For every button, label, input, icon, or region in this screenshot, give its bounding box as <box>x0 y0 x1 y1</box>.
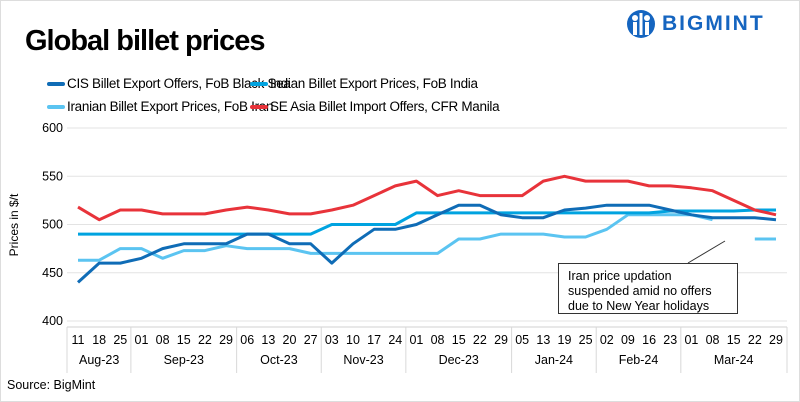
x-tick-label: 08 <box>431 333 445 347</box>
bigmint-logo-icon <box>627 10 655 38</box>
series-line-2 <box>78 213 776 262</box>
x-tick-label: 25 <box>579 333 593 347</box>
legend-swatch <box>47 104 65 109</box>
x-tick-label: 01 <box>684 333 698 347</box>
x-tick-label: 10 <box>346 333 360 347</box>
x-tick-label: 23 <box>663 333 677 347</box>
month-label: Aug-23 <box>79 353 119 367</box>
month-label: Oct-23 <box>260 353 298 367</box>
legend-item-india: Indian Billet Export Prices, FoB India <box>250 76 478 91</box>
month-label: Sep-23 <box>164 353 204 367</box>
x-tick-label: 22 <box>748 333 762 347</box>
y-tick-label: 550 <box>42 169 63 183</box>
source-note: Source: BigMint <box>7 378 96 392</box>
annotation-leader-line <box>687 240 726 264</box>
month-label: Feb-24 <box>619 353 659 367</box>
y-axis-label: Prices in $/t <box>7 193 21 256</box>
x-tick-label: 19 <box>558 333 572 347</box>
legend-label: Iranian Billet Export Prices, FoB Iran <box>67 99 274 114</box>
x-tick-label: 08 <box>706 333 720 347</box>
x-tick-label: 09 <box>621 333 635 347</box>
x-tick-label: 18 <box>92 333 106 347</box>
x-tick-label: 15 <box>177 333 191 347</box>
x-tick-label: 27 <box>304 333 318 347</box>
x-tick-label: 03 <box>325 333 339 347</box>
legend-item-seasia: SE Asia Billet Import Offers, CFR Manila <box>250 99 500 114</box>
x-tick-label: 24 <box>388 333 402 347</box>
legend-swatch <box>47 81 65 86</box>
month-label: Mar-24 <box>714 353 754 367</box>
logo-text: BIGMINT <box>662 12 765 35</box>
x-tick-label: 13 <box>261 333 275 347</box>
x-tick-label: 05 <box>515 333 529 347</box>
y-tick-label: 600 <box>42 121 63 135</box>
x-tick-label: 01 <box>135 333 149 347</box>
x-tick-label: 29 <box>219 333 233 347</box>
x-tick-label: 01 <box>409 333 423 347</box>
x-tick-label: 29 <box>494 333 508 347</box>
legend-item-iran: Iranian Billet Export Prices, FoB Iran <box>47 99 274 114</box>
x-tick-label: 16 <box>642 333 656 347</box>
x-tick-label: 15 <box>727 333 741 347</box>
x-tick-label: 15 <box>452 333 466 347</box>
legend-label: Indian Billet Export Prices, FoB India <box>270 76 478 91</box>
x-tick-label: 22 <box>198 333 212 347</box>
bigmint-logo: BIGMINT <box>626 9 765 39</box>
x-tick-label: 13 <box>536 333 550 347</box>
annotation-box: Iran price updation suspended amid no of… <box>558 263 738 314</box>
x-tick-label: 08 <box>156 333 170 347</box>
x-tick-label: 17 <box>367 333 381 347</box>
series-line-1 <box>78 208 776 236</box>
x-tick-label: 20 <box>283 333 297 347</box>
y-tick-label: 450 <box>42 266 63 280</box>
chart-title: Global billet prices <box>25 25 265 57</box>
legend-swatch <box>250 81 268 86</box>
x-tick-label: 25 <box>113 333 127 347</box>
legend-label: CIS Billet Export Offers, FoB Black Sea <box>67 76 291 91</box>
month-label: Nov-23 <box>343 353 383 367</box>
x-tick-label: 29 <box>769 333 783 347</box>
series-line-3 <box>77 174 777 222</box>
series-line-0 <box>76 203 777 284</box>
month-label: Dec-23 <box>439 353 479 367</box>
x-tick-label: 11 <box>72 333 85 347</box>
y-tick-label: 500 <box>42 218 63 232</box>
legend-label: SE Asia Billet Import Offers, CFR Manila <box>270 99 500 114</box>
x-tick-label: 02 <box>600 333 614 347</box>
x-tick-label: 06 <box>240 333 254 347</box>
x-tick-label: 22 <box>473 333 487 347</box>
month-label: Jan-24 <box>535 353 573 367</box>
legend-item-cis: CIS Billet Export Offers, FoB Black Sea <box>47 76 291 91</box>
y-tick-label: 400 <box>42 314 63 328</box>
legend-swatch <box>250 104 268 109</box>
